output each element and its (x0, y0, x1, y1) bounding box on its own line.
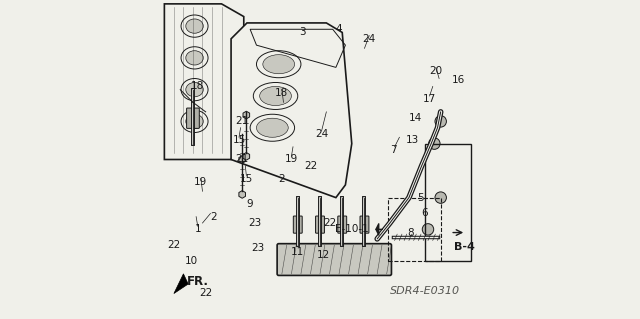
Ellipse shape (186, 83, 204, 97)
Text: 11: 11 (291, 247, 305, 256)
Text: 15: 15 (240, 174, 253, 183)
Text: 22: 22 (323, 218, 336, 228)
Text: 23: 23 (248, 218, 262, 228)
Text: 19: 19 (285, 154, 298, 165)
FancyBboxPatch shape (187, 108, 199, 128)
Bar (388, 197, 441, 261)
Text: SDR4-E0310: SDR4-E0310 (390, 286, 460, 296)
Text: 18: 18 (275, 88, 289, 98)
Text: 17: 17 (423, 94, 436, 104)
Text: 16: 16 (452, 75, 465, 85)
Text: 20: 20 (429, 66, 442, 76)
Text: 6: 6 (422, 209, 428, 219)
Text: 22: 22 (304, 161, 317, 171)
Ellipse shape (186, 51, 204, 65)
Text: 24: 24 (315, 129, 328, 139)
Text: 9: 9 (247, 199, 253, 209)
Text: 15: 15 (232, 136, 246, 145)
Text: 21: 21 (236, 154, 249, 165)
Text: 2: 2 (211, 212, 217, 222)
Circle shape (435, 116, 447, 127)
Text: FR.: FR. (188, 275, 209, 288)
Text: 23: 23 (252, 243, 265, 253)
Text: B-4: B-4 (454, 242, 475, 252)
Text: 4: 4 (336, 24, 342, 34)
Text: 21: 21 (236, 116, 249, 126)
Ellipse shape (257, 118, 288, 137)
Polygon shape (231, 23, 352, 197)
Polygon shape (174, 274, 188, 293)
Text: 13: 13 (406, 136, 419, 145)
Circle shape (422, 224, 434, 235)
Text: 1: 1 (195, 224, 201, 234)
Text: 2: 2 (278, 174, 285, 183)
Polygon shape (164, 4, 244, 160)
FancyBboxPatch shape (277, 244, 392, 275)
FancyBboxPatch shape (316, 216, 324, 233)
Circle shape (435, 192, 447, 203)
Text: 5: 5 (417, 193, 424, 203)
Ellipse shape (186, 114, 204, 129)
Text: 12: 12 (317, 250, 330, 260)
FancyBboxPatch shape (360, 216, 369, 233)
Ellipse shape (186, 19, 204, 33)
Circle shape (429, 138, 440, 149)
Ellipse shape (260, 86, 291, 106)
Text: 19: 19 (195, 177, 207, 187)
Text: 3: 3 (300, 27, 306, 37)
Text: E-10-1: E-10-1 (335, 224, 369, 234)
Text: 14: 14 (409, 113, 422, 123)
Text: 22: 22 (167, 240, 180, 250)
Text: 22: 22 (199, 288, 212, 298)
Bar (425, 144, 471, 261)
Text: 7: 7 (390, 145, 396, 155)
Text: 24: 24 (363, 34, 376, 44)
Ellipse shape (263, 55, 294, 74)
FancyBboxPatch shape (338, 216, 347, 233)
Text: 8: 8 (407, 227, 414, 238)
FancyBboxPatch shape (293, 216, 302, 233)
Text: 18: 18 (191, 81, 204, 92)
Text: 10: 10 (185, 256, 198, 266)
